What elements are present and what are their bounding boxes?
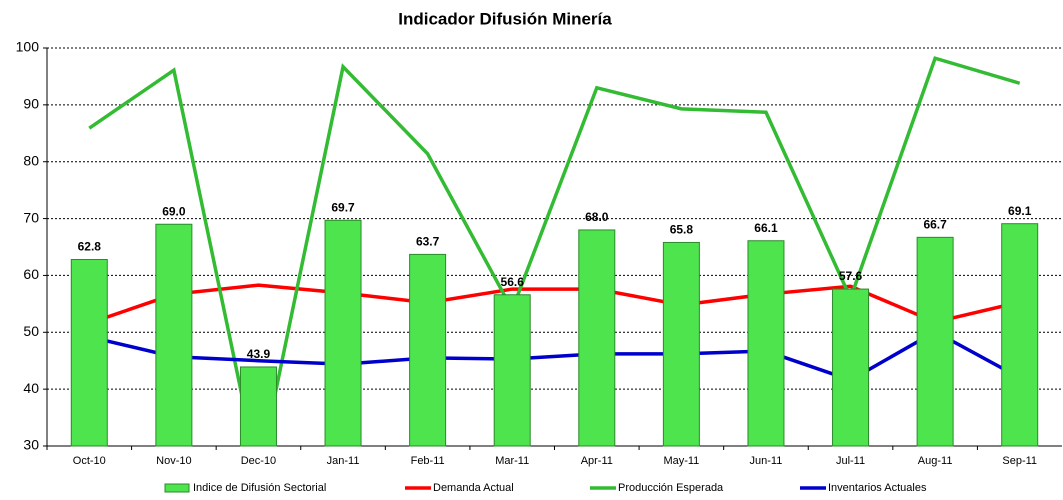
data-label: 56.6 [501, 275, 525, 289]
data-label: 63.7 [416, 235, 440, 249]
x-tick-label: Feb-11 [411, 455, 445, 467]
y-tick-label: 90 [23, 96, 39, 112]
x-tick-label: Aug-11 [918, 455, 953, 467]
data-label: 65.8 [670, 223, 694, 237]
data-label: 62.8 [78, 240, 102, 254]
y-tick-label: 30 [23, 437, 39, 453]
legend-label: Indice de Difusión Sectorial [193, 482, 326, 494]
bar [662, 241, 700, 447]
x-tick-label: Oct-10 [73, 455, 106, 467]
data-label: 68.0 [585, 210, 609, 224]
plot-area [88, 56, 1021, 446]
bar [239, 366, 277, 447]
line-series [88, 283, 1021, 325]
bar [578, 229, 616, 447]
y-tick-label: 80 [23, 152, 39, 168]
bar [832, 288, 870, 447]
bar [1001, 223, 1039, 447]
x-tick-label: May-11 [663, 455, 699, 467]
legend-swatch [164, 483, 190, 493]
line-series [88, 56, 1021, 446]
x-tick-label: Nov-10 [156, 455, 191, 467]
data-label: 69.0 [162, 204, 186, 218]
y-tick-label: 60 [23, 266, 39, 282]
data-label: 69.7 [331, 200, 355, 214]
bar [70, 259, 108, 447]
x-tick-label: Jul-11 [836, 455, 865, 467]
data-label: 43.9 [247, 347, 271, 361]
bar [409, 253, 447, 447]
bar [155, 223, 193, 447]
data-label: 66.7 [923, 218, 947, 232]
data-label: 57.6 [839, 269, 863, 283]
bar [916, 236, 954, 447]
bar [747, 240, 785, 447]
x-tick-label: Apr-11 [581, 455, 613, 467]
bar [324, 219, 362, 447]
y-tick-label: 100 [16, 39, 40, 55]
y-tick-label: 50 [23, 323, 39, 339]
chart-title: Indicador Difusión Minería [398, 9, 612, 28]
data-label: 66.1 [754, 221, 778, 235]
bar [493, 294, 531, 447]
x-tick-label: Sep-11 [1002, 455, 1037, 467]
data-label: 69.1 [1008, 204, 1032, 218]
legend-label: Producción Esperada [618, 482, 724, 494]
x-tick-label: Jun-11 [750, 455, 783, 467]
legend-label: Demanda Actual [433, 482, 514, 494]
legend-label: Inventarios Actuales [828, 482, 927, 494]
x-tick-label: Jan-11 [327, 455, 360, 467]
y-tick-label: 70 [23, 209, 39, 225]
y-tick-label: 40 [23, 380, 39, 396]
x-tick-label: Mar-11 [495, 455, 529, 467]
x-tick-label: Dec-10 [241, 455, 276, 467]
